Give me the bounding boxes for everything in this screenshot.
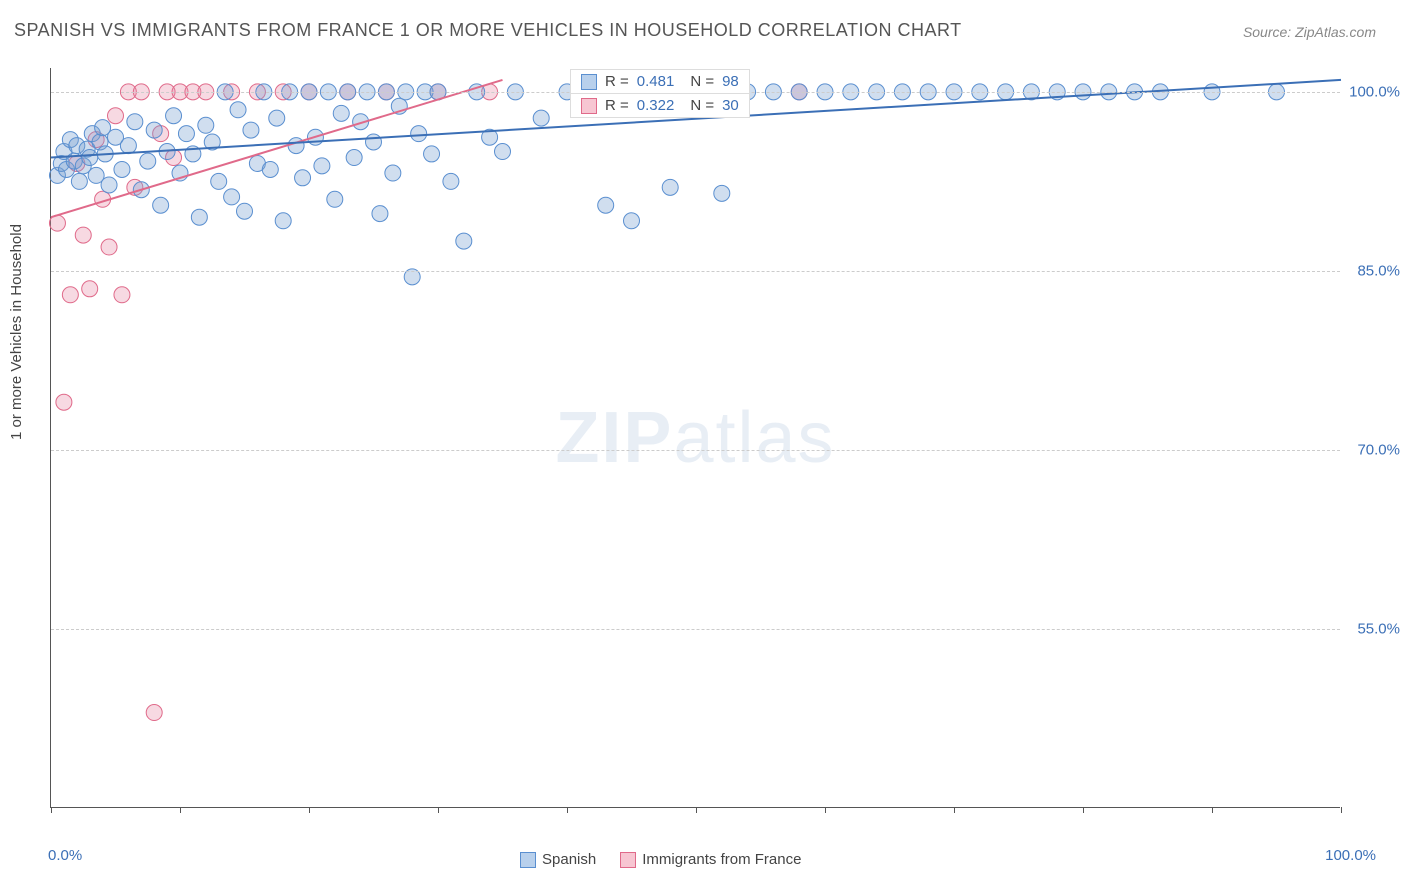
y-tick-label: 85.0% xyxy=(1345,262,1400,279)
plot-area: ZIPatlas 55.0%70.0%85.0%100.0% xyxy=(50,68,1340,808)
data-point xyxy=(153,197,169,213)
data-point xyxy=(230,102,246,118)
legend-series: Spanish Immigrants from France xyxy=(520,851,801,868)
legend-swatch xyxy=(581,98,597,114)
data-point xyxy=(314,158,330,174)
data-point xyxy=(211,173,227,189)
legend-series-label: Spanish xyxy=(542,851,596,868)
x-tick xyxy=(825,807,826,813)
data-point xyxy=(82,281,98,297)
x-tick xyxy=(180,807,181,813)
data-point xyxy=(114,161,130,177)
data-point xyxy=(346,150,362,166)
x-tick xyxy=(954,807,955,813)
data-point xyxy=(533,110,549,126)
scatter-svg xyxy=(51,68,1340,807)
data-point xyxy=(82,150,98,166)
data-point xyxy=(114,287,130,303)
legend-correlation: R = 0.481 N = 98 R = 0.322 N = 30 xyxy=(570,70,750,118)
data-point xyxy=(62,287,78,303)
x-tick xyxy=(1083,807,1084,813)
legend-series-label: Immigrants from France xyxy=(642,851,801,868)
data-point xyxy=(71,173,87,189)
chart-title: SPANISH VS IMMIGRANTS FROM FRANCE 1 OR M… xyxy=(14,20,962,41)
data-point xyxy=(495,144,511,160)
data-point xyxy=(275,213,291,229)
data-point xyxy=(327,191,343,207)
x-tick xyxy=(696,807,697,813)
gridline xyxy=(51,450,1340,451)
data-point xyxy=(101,239,117,255)
y-tick-label: 70.0% xyxy=(1345,441,1400,458)
data-point xyxy=(372,206,388,222)
data-point xyxy=(411,126,427,142)
correlation-chart: SPANISH VS IMMIGRANTS FROM FRANCE 1 OR M… xyxy=(0,0,1406,892)
legend-correlation-row: R = 0.322 N = 30 xyxy=(570,93,750,118)
gridline xyxy=(51,271,1340,272)
x-tick xyxy=(51,807,52,813)
data-point xyxy=(269,110,285,126)
data-point xyxy=(178,126,194,142)
legend-swatch xyxy=(620,852,636,868)
x-tick xyxy=(567,807,568,813)
data-point xyxy=(598,197,614,213)
legend-correlation-row: R = 0.481 N = 98 xyxy=(570,69,750,94)
data-point xyxy=(333,105,349,121)
data-point xyxy=(456,233,472,249)
data-point xyxy=(120,138,136,154)
legend-n-value: 98 xyxy=(722,73,739,90)
source-label: Source: ZipAtlas.com xyxy=(1243,24,1376,40)
data-point xyxy=(56,394,72,410)
data-point xyxy=(146,122,162,138)
data-point xyxy=(140,153,156,169)
data-point xyxy=(714,185,730,201)
data-point xyxy=(662,179,678,195)
data-point xyxy=(146,705,162,721)
legend-series-item: Immigrants from France xyxy=(620,851,801,868)
x-tick xyxy=(438,807,439,813)
data-point xyxy=(108,108,124,124)
data-point xyxy=(101,177,117,193)
data-point xyxy=(624,213,640,229)
data-point xyxy=(191,209,207,225)
data-point xyxy=(295,170,311,186)
legend-r-label: R = xyxy=(605,97,629,114)
data-point xyxy=(262,161,278,177)
x-tick xyxy=(1212,807,1213,813)
legend-r-value: 0.322 xyxy=(637,97,675,114)
x-max-label: 100.0% xyxy=(1325,847,1376,864)
data-point xyxy=(385,165,401,181)
y-axis-title: 1 or more Vehicles in Household xyxy=(8,224,25,440)
x-tick xyxy=(1341,807,1342,813)
data-point xyxy=(127,114,143,130)
legend-r-value: 0.481 xyxy=(637,73,675,90)
legend-n-value: 30 xyxy=(722,97,739,114)
legend-r-label: R = xyxy=(605,73,629,90)
y-tick-label: 100.0% xyxy=(1345,83,1400,100)
legend-series-item: Spanish xyxy=(520,851,596,868)
data-point xyxy=(443,173,459,189)
data-point xyxy=(224,189,240,205)
legend-n-label: N = xyxy=(690,73,714,90)
gridline xyxy=(51,629,1340,630)
data-point xyxy=(198,117,214,133)
legend-swatch xyxy=(581,74,597,90)
legend-swatch xyxy=(520,852,536,868)
x-min-label: 0.0% xyxy=(48,847,82,864)
x-tick xyxy=(309,807,310,813)
legend-n-label: N = xyxy=(690,97,714,114)
y-tick-label: 55.0% xyxy=(1345,620,1400,637)
data-point xyxy=(237,203,253,219)
data-point xyxy=(424,146,440,162)
data-point xyxy=(166,108,182,124)
data-point xyxy=(243,122,259,138)
data-point xyxy=(75,227,91,243)
data-point xyxy=(366,134,382,150)
